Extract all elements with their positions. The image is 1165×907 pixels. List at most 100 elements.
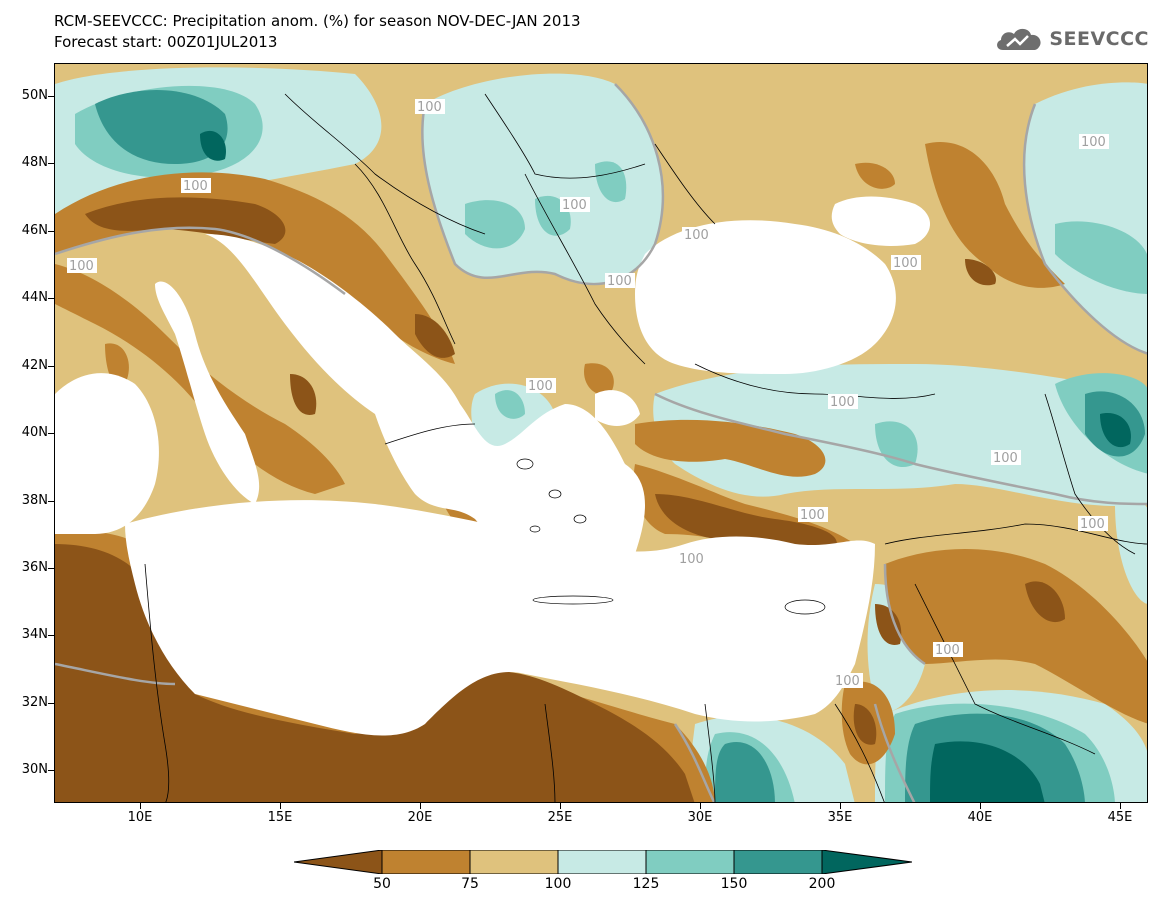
latitude-tick	[48, 703, 54, 704]
contour-label-bg	[560, 197, 590, 212]
anomaly-region	[885, 549, 1147, 724]
latitude-tick	[48, 163, 54, 164]
longitude-tick	[980, 803, 981, 809]
anomaly-region	[1055, 221, 1147, 294]
anomaly-region	[855, 162, 895, 189]
contour-label-100: 100	[679, 552, 704, 567]
contour-label-100: 100	[1080, 517, 1105, 532]
contour-label-bg	[1079, 134, 1109, 149]
contour-100-line	[55, 83, 1147, 802]
anomaly-region	[55, 544, 695, 802]
anomaly-region	[875, 604, 902, 645]
sea-area	[205, 234, 645, 583]
contour-label-100: 100	[835, 674, 860, 689]
colorbar-segment	[381, 850, 471, 874]
contour-label-bg	[991, 450, 1021, 465]
colorbar	[294, 850, 912, 874]
colorbar-arrow-left	[294, 850, 383, 874]
longitude-label: 35E	[827, 810, 853, 825]
latitude-label: 46N	[21, 223, 48, 238]
latitude-label: 48N	[21, 155, 48, 170]
anomaly-region	[853, 704, 877, 745]
colorbar-segment	[645, 850, 735, 874]
sea-area	[595, 390, 640, 426]
anomaly-region	[1025, 581, 1065, 623]
contour-label-100: 100	[607, 274, 632, 289]
longitude-tick	[1120, 803, 1121, 809]
sea-area	[155, 281, 260, 504]
contour-label-bg	[526, 378, 556, 393]
colorbar-segment	[557, 850, 647, 874]
longitude-label: 40E	[967, 810, 993, 825]
colorbar-tick-label: 125	[632, 876, 660, 892]
contour-label-100: 100	[684, 228, 709, 243]
contour-label-bg	[891, 255, 921, 270]
colorbar-arrow-right	[821, 850, 912, 874]
anomaly-region	[95, 90, 228, 164]
anomaly-region	[965, 259, 996, 286]
sea-area	[831, 196, 930, 246]
latitude-label: 44N	[21, 290, 48, 305]
anomaly-region	[930, 741, 1045, 802]
latitude-tick	[48, 770, 54, 771]
contour-label-100: 100	[830, 395, 855, 410]
longitude-tick	[280, 803, 281, 809]
latitude-label: 36N	[21, 560, 48, 575]
forecast-start-subtitle: Forecast start: 00Z01JUL2013	[54, 33, 278, 51]
anomaly-region	[200, 130, 226, 161]
country-borders	[144, 93, 1147, 802]
longitude-label: 20E	[407, 810, 433, 825]
cloud-logo-icon	[997, 28, 1041, 50]
longitude-label: 45E	[1107, 810, 1133, 825]
latitude-label: 50N	[21, 88, 48, 103]
contour-label-100: 100	[528, 379, 553, 394]
contour-label-100: 100	[562, 198, 587, 213]
contour-label-100: 100	[800, 508, 825, 523]
contour-label-100: 100	[1081, 135, 1106, 150]
contour-label-bg	[682, 227, 712, 242]
latitude-tick	[48, 96, 54, 97]
map-area[interactable]: 100 100 100 100 100 100 100 100 100 100 100 100 100 1…	[54, 63, 1148, 803]
chart-title: RCM-SEEVCCC: Precipitation anom. (%) for…	[54, 12, 581, 30]
contour-label-bg	[605, 273, 635, 288]
anomaly-region	[495, 390, 525, 419]
longitude-tick	[840, 803, 841, 809]
contour-label-100: 100	[183, 179, 208, 194]
latitude-tick	[48, 501, 54, 502]
contour-label-bg	[677, 551, 707, 566]
latitude-label: 32N	[21, 695, 48, 710]
longitude-label: 10E	[127, 810, 153, 825]
longitude-label: 15E	[267, 810, 293, 825]
colorbar-tick-label: 100	[544, 876, 572, 892]
contour-label-bg	[415, 99, 445, 114]
anomaly-region	[1100, 413, 1131, 448]
contour-label-100: 100	[69, 259, 94, 274]
anomaly-region	[465, 200, 525, 249]
latitude-label: 42N	[21, 358, 48, 373]
latitude-tick	[48, 298, 54, 299]
anomaly-region	[635, 419, 826, 477]
sea-area	[635, 220, 896, 374]
anomaly-region	[415, 314, 455, 358]
contour-label-100: 100	[417, 100, 442, 115]
colorbar-segment	[733, 850, 823, 874]
contour-label-bg	[828, 394, 858, 409]
longitude-tick	[420, 803, 421, 809]
seevccc-logo: SEEVCCC	[993, 24, 1149, 54]
contour-label-bg	[833, 673, 863, 688]
colorbar-tick-label: 200	[808, 876, 836, 892]
latitude-tick	[48, 231, 54, 232]
precipitation-anomaly-map: 100 100 100 100 100 100 100 100 100 100 100 100 100 1…	[55, 64, 1147, 802]
contour-label-100: 100	[893, 256, 918, 271]
contour-label-bg	[1078, 516, 1108, 531]
latitude-label: 34N	[21, 627, 48, 642]
contour-label-bg	[798, 507, 828, 522]
colorbar-tick-label: 150	[720, 876, 748, 892]
island-outlines	[516, 458, 826, 615]
colorbar-segment	[469, 850, 559, 874]
anomaly-region	[925, 142, 1065, 288]
contour-label-bg	[67, 258, 97, 273]
colorbar-tick-label: 50	[373, 876, 391, 892]
longitude-label: 30E	[687, 810, 713, 825]
sea-area	[55, 373, 159, 534]
